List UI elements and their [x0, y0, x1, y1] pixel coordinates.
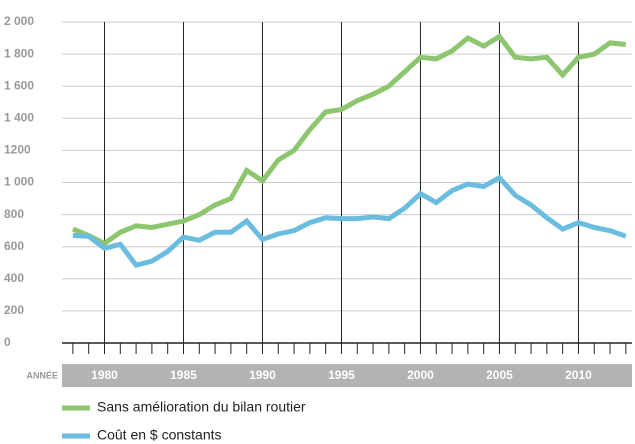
y-tick-label: 1200: [4, 143, 31, 157]
y-tick-label: 600: [4, 239, 24, 253]
y-tick-label: 400: [4, 271, 24, 285]
x-tick-label: 1995: [328, 368, 355, 382]
x-tick-label: 1990: [249, 368, 276, 382]
y-tick-label: 800: [4, 207, 24, 221]
y-tick-label: 1 000: [4, 175, 34, 189]
x-tick-label: 2010: [565, 368, 592, 382]
series-line: [72, 174, 627, 268]
x-tick-label: 2005: [486, 368, 513, 382]
x-axis-band: [62, 364, 632, 387]
legend-label: Sans amélioration du bilan routier: [97, 399, 306, 415]
y-tick-label: 0: [4, 335, 11, 349]
series-line: [71, 33, 627, 247]
legend-label: Coût en $ constants: [97, 427, 222, 443]
x-tick-label: 1985: [170, 368, 197, 382]
y-tick-label: 2 000: [4, 14, 34, 28]
y-tick-label: 1 600: [4, 78, 34, 92]
x-axis-label: ANNÉE: [26, 370, 58, 380]
y-tick-label: 1 400: [4, 110, 34, 124]
x-tick-label: 2000: [407, 368, 434, 382]
x-tick-label: 1980: [91, 368, 118, 382]
y-tick-label: 200: [4, 303, 24, 317]
y-tick-label: 1 800: [4, 46, 34, 60]
